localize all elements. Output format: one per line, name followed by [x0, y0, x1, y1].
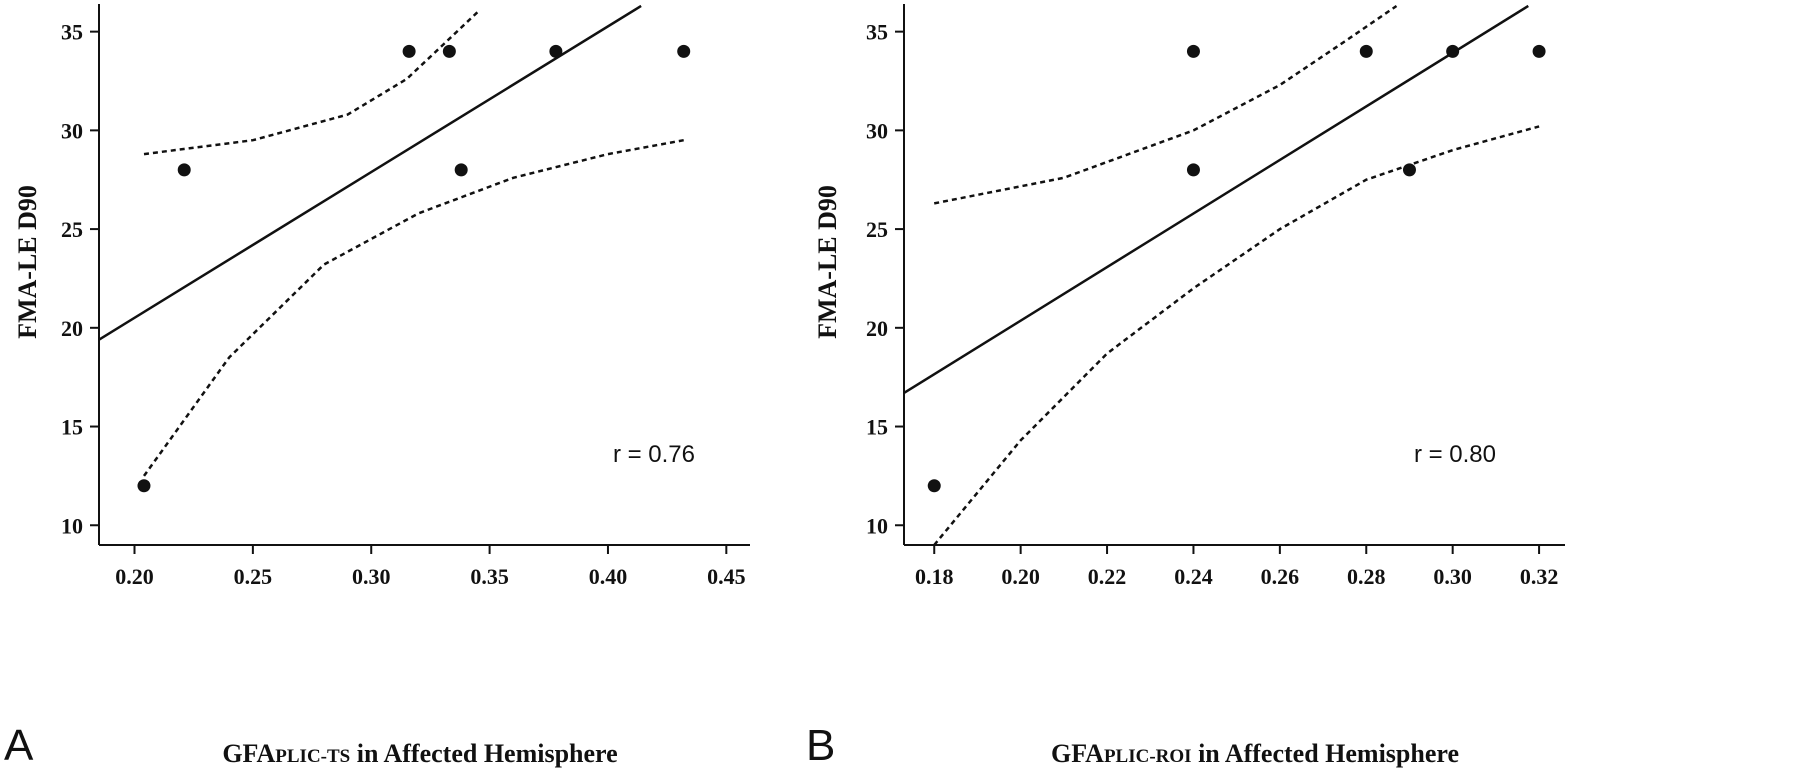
panel-a-data-point: [137, 479, 151, 493]
panel-a-data-point: [454, 163, 468, 177]
panel-b-y-axis-title: FMA-LE D90: [813, 185, 842, 339]
panel-b-x-axis-title: GFAPLIC-ROI in Affected Hemisphere: [1051, 739, 1459, 768]
panel-b-data-point: [1186, 163, 1200, 177]
panel-a-ci-upper-curve: [143, 10, 479, 156]
panel-b-y-tick-label: 15: [866, 415, 888, 440]
panel-b-y-tick-label: 25: [866, 217, 888, 242]
panel-a-y-tick-label: 25: [61, 217, 83, 242]
panel-b-letter: B: [806, 721, 835, 770]
panel-b-data-point: [1446, 44, 1460, 58]
panel-b-y-tick-label: 30: [866, 118, 888, 143]
panel-a-y-tick-label: 15: [61, 415, 83, 440]
panel-a-data-point: [442, 44, 456, 58]
panel-b-regression-line: [903, 4, 1529, 395]
panel-b-y-tick-label: 20: [866, 316, 888, 341]
panel-b-y-tick-label: 10: [866, 513, 888, 538]
panel-a-x-tick-label: 0.35: [470, 564, 509, 589]
panel-b-x-tick-label: 0.20: [1001, 564, 1040, 589]
panel-a-marks: 0.20 0.25 0.30 0.35 0.40 0.45 10 15 20 25 30 35: [61, 4, 750, 589]
panel-b-data-point: [1402, 163, 1416, 177]
panel-a-r-annotation: r = 0.76: [613, 441, 695, 468]
panel-a-x-axis-title: GFAPLIC-TS in Affected Hemisphere: [222, 739, 617, 768]
panel-a-data-point: [677, 44, 691, 58]
panel-a-data-point: [402, 44, 416, 58]
panel-a-data-point: [549, 44, 563, 58]
panel-a-x-tick-label: 0.30: [352, 564, 391, 589]
panel-b-x-tick-label: 0.32: [1520, 564, 1559, 589]
panel-b-x-tick-label: 0.26: [1261, 564, 1300, 589]
panel-b-r-annotation: r = 0.80: [1414, 441, 1496, 468]
panel-a-data-point: [177, 163, 191, 177]
panel-a-y-tick-label: 35: [61, 20, 83, 45]
panel-b-ci-upper-curve: [933, 4, 1398, 205]
panel-b-data-point: [1359, 44, 1373, 58]
panel-b-y-tick-label: 35: [866, 20, 888, 45]
panel-a-ci-lower-curve: [142, 138, 684, 477]
panel-b-data-point: [927, 479, 941, 493]
panel-b-marks: 0.18 0.20 0.22 0.24 0.26 0.28 0.30 0.32 10 15 20 25…: [866, 4, 1565, 589]
panel-b-x-tick-label: 0.28: [1347, 564, 1386, 589]
panel-a-x-tick-label: 0.20: [115, 564, 154, 589]
panel-a-y-tick-label: 30: [61, 118, 83, 143]
panel-b: 0.18 0.20 0.22 0.24 0.26 0.28 0.30 0.32 10 15 20 25…: [806, 4, 1565, 770]
panel-a: 0.20 0.25 0.30 0.35 0.40 0.45 10 15 20 25 30 35 r =…: [4, 4, 750, 770]
panel-b-x-tick-label: 0.18: [915, 564, 954, 589]
panel-a-regression-line: [98, 4, 642, 341]
panel-a-y-axis-title: FMA-LE D90: [13, 185, 42, 339]
panel-a-x-tick-label: 0.25: [234, 564, 273, 589]
panel-b-x-tick-label: 0.24: [1174, 564, 1213, 589]
panel-a-y-tick-label: 20: [61, 316, 83, 341]
panel-b-data-point: [1532, 44, 1546, 58]
panel-a-x-tick-label: 0.40: [589, 564, 628, 589]
panel-a-letter: A: [4, 721, 34, 770]
panel-a-x-tick-label: 0.45: [707, 564, 746, 589]
panel-a-y-tick-label: 10: [61, 513, 83, 538]
panel-b-x-tick-label: 0.22: [1088, 564, 1127, 589]
panel-b-data-point: [1186, 44, 1200, 58]
panel-b-x-tick-label: 0.30: [1433, 564, 1472, 589]
panel-b-ci-lower-curve: [933, 125, 1540, 546]
